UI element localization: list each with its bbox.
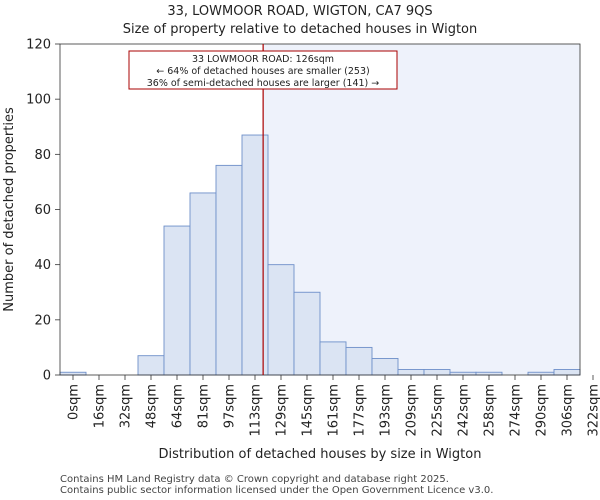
y-tick-label: 120 — [26, 38, 51, 53]
x-tick-label: 209sqm — [405, 384, 420, 437]
footer-line-2: Contains public sector information licen… — [60, 485, 494, 496]
x-tick-label: 113sqm — [249, 384, 264, 437]
bar-242sqm — [449, 371, 477, 376]
annotation-box — [128, 50, 398, 90]
bar-48sqm — [137, 355, 165, 376]
x-tick-label: 322sqm — [587, 384, 600, 437]
y-tick-label: 40 — [34, 258, 51, 273]
y-tick-label: 20 — [34, 313, 51, 328]
bar-290sqm — [527, 371, 555, 376]
x-tick-label: 145sqm — [301, 384, 316, 437]
x-tick-label: 0sqm — [67, 384, 82, 420]
x-tick-label: 16sqm — [93, 384, 108, 428]
bar-81sqm — [189, 192, 217, 376]
annotation-line-1: 33 LOWMOOR ROAD: 126sqm — [192, 54, 334, 65]
bar-97sqm — [215, 164, 243, 376]
bar-145sqm — [293, 291, 321, 376]
bar-258sqm — [475, 371, 503, 376]
footer-line-1: Contains HM Land Registry data © Crown c… — [60, 474, 449, 485]
x-tick-label: 225sqm — [431, 384, 446, 437]
x-tick-label: 48sqm — [145, 384, 160, 428]
x-tick-label: 129sqm — [275, 384, 290, 437]
chart-title: 33, LOWMOOR ROAD, WIGTON, CA7 9QS — [167, 4, 433, 19]
x-tick-label: 306sqm — [561, 384, 576, 437]
annotation-line-3: 36% of semi-detached houses are larger (… — [147, 78, 380, 89]
y-tick-label: 60 — [34, 203, 51, 218]
x-tick-label: 274sqm — [509, 384, 524, 437]
x-axis-label: Distribution of detached houses by size … — [159, 447, 482, 462]
bar-209sqm — [397, 369, 425, 376]
x-tick-label: 258sqm — [483, 384, 498, 437]
bar-177sqm — [345, 346, 373, 376]
bar-0sqm — [59, 371, 87, 376]
bar-113sqm — [241, 134, 269, 376]
x-tick-label: 64sqm — [171, 384, 186, 428]
y-tick-label: 80 — [34, 148, 51, 163]
bar-161sqm — [319, 341, 347, 376]
bar-306sqm — [553, 369, 581, 376]
bar-64sqm — [163, 225, 191, 376]
x-tick-label: 97sqm — [223, 384, 238, 428]
x-tick-label: 242sqm — [457, 384, 472, 437]
x-tick-label: 193sqm — [379, 384, 394, 437]
y-tick-label: 0 — [43, 369, 51, 384]
bar-193sqm — [371, 358, 399, 376]
x-tick-label: 177sqm — [353, 384, 368, 437]
bar-225sqm — [423, 369, 451, 376]
y-axis-label: Number of detached properties — [2, 107, 17, 312]
chart-subtitle: Size of property relative to detached ho… — [122, 22, 478, 37]
annotation-line-2: ← 64% of detached houses are smaller (25… — [156, 66, 369, 77]
x-tick-label: 290sqm — [535, 384, 550, 437]
bar-129sqm — [267, 264, 295, 376]
x-tick-label: 161sqm — [327, 384, 342, 437]
x-tick-label: 81sqm — [197, 384, 212, 428]
y-tick-label: 100 — [26, 93, 51, 108]
x-tick-label: 32sqm — [119, 384, 134, 428]
plot-frame — [59, 43, 581, 376]
